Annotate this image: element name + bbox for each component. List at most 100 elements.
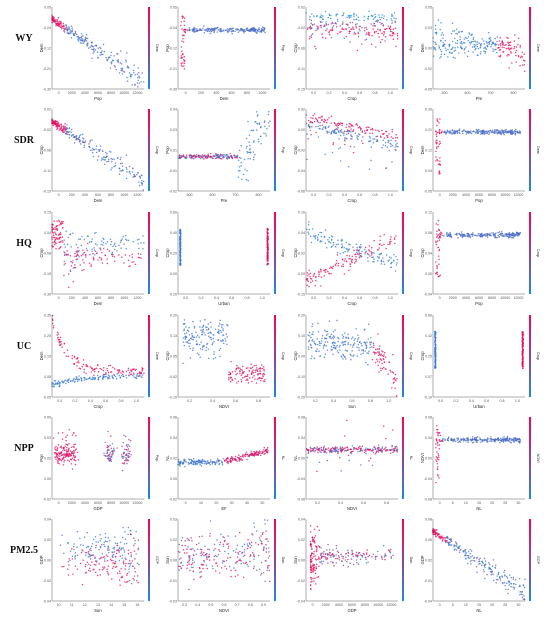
data-point	[58, 462, 60, 465]
data-point	[327, 239, 329, 241]
data-point	[380, 369, 382, 372]
data-point	[263, 453, 265, 455]
data-point	[256, 378, 259, 380]
data-point	[321, 335, 324, 337]
data-point	[490, 131, 493, 133]
data-point	[388, 28, 391, 30]
data-point	[329, 14, 332, 17]
data-point	[188, 334, 191, 336]
data-point	[437, 219, 440, 222]
data-point	[319, 117, 321, 119]
data-point	[217, 153, 219, 156]
data-point	[188, 462, 191, 465]
data-point	[434, 345, 437, 347]
data-point	[129, 173, 132, 175]
data-point	[229, 459, 231, 461]
x-tick-label: 0.0	[438, 399, 443, 403]
data-point	[503, 234, 505, 237]
data-point	[489, 129, 492, 132]
data-point	[219, 319, 222, 322]
data-point	[77, 459, 80, 461]
data-point	[196, 352, 199, 354]
data-point	[339, 160, 342, 162]
data-point	[269, 120, 271, 122]
data-point	[230, 461, 232, 464]
y-tick-label: -0.04	[424, 293, 432, 297]
data-point	[133, 376, 135, 378]
data-point	[66, 444, 69, 446]
data-point	[364, 132, 366, 135]
data-point	[320, 340, 323, 342]
data-point	[137, 76, 139, 79]
data-point	[486, 131, 489, 134]
data-point	[266, 257, 269, 260]
x-tick-label: 10000	[500, 296, 510, 300]
data-point	[243, 454, 246, 456]
data-point	[187, 461, 190, 464]
data-point	[504, 233, 506, 235]
data-point	[141, 370, 143, 372]
data-point	[190, 155, 193, 157]
data-point	[433, 46, 436, 49]
data-point	[220, 324, 223, 326]
data-point	[128, 438, 130, 441]
data-point	[113, 158, 115, 160]
data-point	[358, 19, 360, 22]
data-point	[320, 235, 323, 238]
data-point	[454, 132, 457, 134]
data-point	[210, 155, 213, 158]
data-point	[316, 239, 319, 241]
data-point	[263, 368, 265, 371]
data-point	[310, 36, 313, 38]
data-point	[386, 18, 388, 21]
y-tick-label: -0.04	[169, 26, 177, 30]
data-point	[199, 28, 201, 30]
data-point	[515, 232, 518, 235]
data-point	[438, 122, 440, 124]
data-point	[391, 30, 393, 33]
data-point	[178, 154, 181, 157]
x-tick-label: 800	[108, 193, 114, 197]
data-point	[63, 447, 65, 449]
data-point	[372, 138, 374, 140]
data-point	[391, 22, 393, 24]
data-point	[118, 374, 121, 377]
data-point	[359, 30, 361, 32]
data-point	[340, 240, 342, 242]
data-point	[468, 234, 470, 236]
data-point	[371, 256, 373, 259]
data-point	[58, 237, 61, 239]
data-point	[112, 59, 115, 62]
data-point	[264, 450, 266, 452]
data-point	[436, 230, 438, 232]
y-tick-label: 0.30	[425, 108, 432, 112]
data-point	[476, 45, 479, 48]
data-point	[521, 339, 524, 342]
data-point	[209, 331, 211, 334]
data-point	[74, 266, 77, 269]
data-point	[61, 25, 64, 28]
y-tick-label: 0.05	[44, 416, 51, 420]
data-point	[215, 154, 217, 157]
data-point	[330, 272, 332, 275]
data-point	[368, 126, 370, 129]
data-point	[253, 455, 255, 457]
data-point	[131, 256, 134, 258]
data-point	[262, 365, 265, 368]
data-point	[256, 450, 258, 452]
data-point	[245, 367, 248, 369]
data-point	[499, 43, 502, 45]
data-point	[311, 280, 314, 282]
data-point	[183, 333, 186, 335]
data-point	[365, 347, 367, 350]
data-point	[58, 129, 60, 131]
row-label: PM2.5	[9, 545, 39, 556]
data-point	[108, 455, 111, 457]
data-point	[106, 248, 109, 251]
data-point	[344, 143, 346, 146]
data-point	[109, 364, 111, 367]
data-point	[395, 17, 397, 20]
data-point	[345, 336, 347, 338]
data-point	[230, 30, 233, 33]
data-point	[256, 32, 258, 34]
